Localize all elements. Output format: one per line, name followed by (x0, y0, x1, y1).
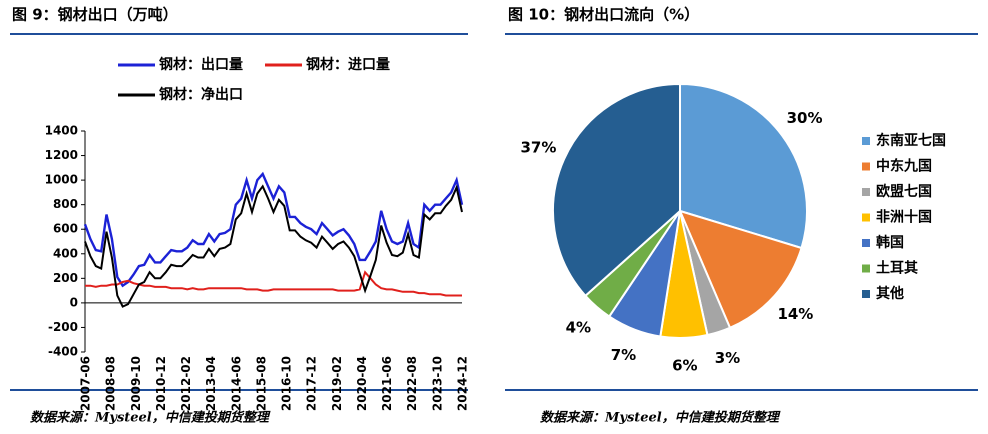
slice-label: 37% (521, 138, 557, 156)
legend-swatch (862, 239, 870, 247)
x-tick-label: 2012-02 (179, 356, 193, 411)
legend-swatch (862, 162, 870, 171)
y-tick-label: 200 (53, 271, 78, 285)
legend-swatch (862, 290, 870, 298)
x-tick-label: 2014-06 (229, 356, 243, 411)
slice-label: 3% (715, 349, 740, 367)
slice-label: 14% (777, 305, 813, 323)
pie-slice (679, 82, 808, 250)
series-line (84, 184, 463, 308)
x-tick-label: 2023-10 (430, 356, 444, 411)
y-tick-label: 600 (53, 222, 78, 236)
legend-label: 欧盟七国 (876, 183, 932, 200)
y-tick-label: 1400 (45, 124, 78, 138)
x-tick-label: 2022-08 (405, 356, 419, 411)
legend-label: 非洲十国 (876, 209, 932, 226)
x-tick-label: 2020-04 (355, 356, 369, 411)
x-tick-label: 2021-06 (380, 356, 394, 411)
legend-label: 钢材：进口量 (306, 56, 390, 73)
legend-label: 其他 (876, 285, 904, 302)
x-tick-label: 2016-10 (280, 356, 294, 411)
legend-label: 土耳其 (876, 260, 918, 277)
legend-swatch (862, 264, 870, 273)
pie-slice (678, 209, 803, 330)
y-tick-label: 1000 (45, 173, 78, 187)
y-tick-label: 800 (53, 197, 78, 211)
y-tick-label: 0 (70, 295, 78, 309)
legend-swatch (862, 213, 870, 222)
y-tick-label: 400 (53, 246, 78, 260)
source: 数据来源：Mysteel，中信建投期货整理 (30, 410, 271, 426)
x-tick-label: 2019-02 (330, 356, 344, 411)
x-tick-label: 2007-06 (79, 356, 93, 411)
y-tick-label: -400 (48, 345, 78, 359)
x-tick-label: 2015-08 (254, 356, 268, 411)
legend-swatch (862, 137, 870, 145)
legend-label: 钢材：净出口 (159, 86, 243, 103)
x-tick-label: 2008-08 (104, 356, 118, 411)
x-tick-label: 2009-10 (129, 356, 143, 411)
x-tick-label: 2010-12 (154, 356, 168, 411)
legend-label: 钢材：出口量 (159, 56, 243, 73)
legend-label: 韩国 (876, 234, 904, 251)
slice-label: 30% (787, 109, 823, 127)
pie-slice (552, 82, 681, 298)
legend-swatch (862, 188, 870, 196)
y-tick-label: 1200 (45, 148, 78, 162)
chart-title: 图 9：钢材出口（万吨） (12, 6, 178, 24)
series-line (83, 171, 464, 288)
slice-label: 7% (611, 346, 636, 364)
x-tick-label: 2024-12 (456, 356, 470, 411)
chart-title: 图 10：钢材出口流向（%） (508, 6, 699, 24)
series-line (85, 270, 462, 297)
slice-label: 4% (566, 318, 591, 336)
source: 数据来源：Mysteel，中信建投期货整理 (540, 410, 781, 426)
legend-label: 东南亚七国 (876, 132, 946, 149)
legend-label: 中东九国 (876, 158, 932, 175)
y-tick-label: -200 (48, 320, 78, 334)
slice-label: 6% (672, 356, 697, 374)
x-tick-label: 2013-04 (204, 356, 218, 411)
x-tick-label: 2017-12 (305, 356, 319, 411)
